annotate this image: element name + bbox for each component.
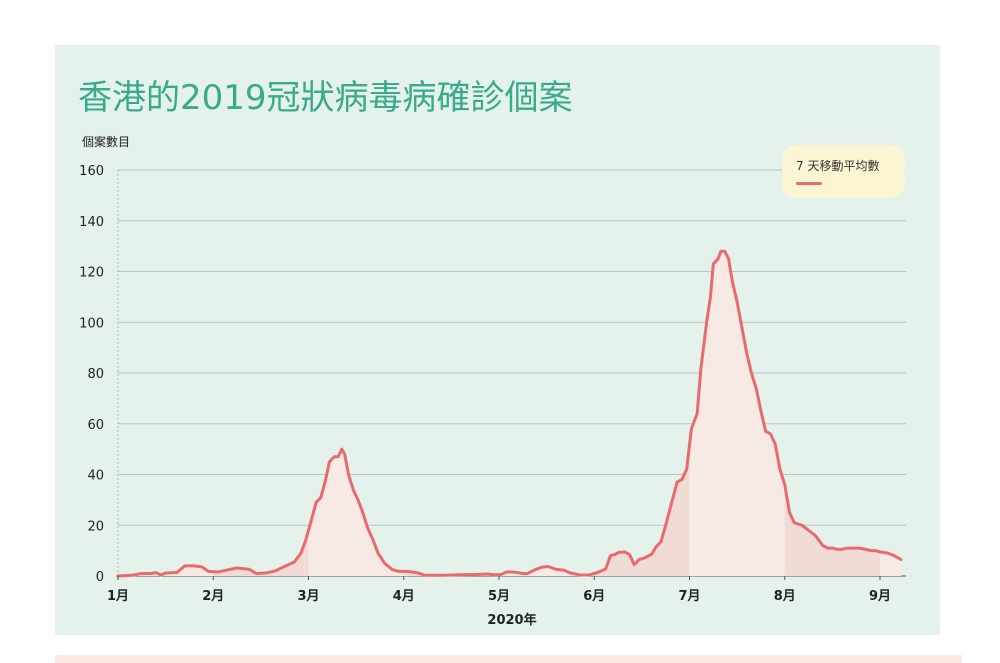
x-tick-label: 3月 [297, 589, 319, 604]
x-tick-label: 5月 [488, 589, 510, 604]
series-line-path [116, 249, 903, 578]
area-segment [689, 251, 785, 576]
y-tick-labels: 0 20 40 60 80 100 120 140 160 [79, 164, 104, 585]
area-fill [118, 251, 901, 576]
y-axis-label: 個案數目 [82, 134, 130, 149]
y-tick-label: 60 [87, 418, 104, 433]
area-segment [784, 484, 880, 576]
y-tick-label: 20 [87, 519, 104, 534]
x-tick-label: 6月 [583, 589, 605, 604]
legend-label: 7 天移動平均數 [796, 159, 880, 173]
chart-title: 香港的2019冠狀病毒病確診個案 [78, 78, 573, 118]
area-segment [308, 449, 404, 576]
grid-lines [117, 169, 906, 577]
x-tick-label: 8月 [774, 589, 796, 604]
x-tick-label: 4月 [393, 589, 415, 604]
x-tick-label: 1月 [107, 589, 129, 604]
x-tick-labels: 1月 2月 3月 4月 5月 6月 7月 8月 9月 [107, 576, 891, 604]
y-tick-label: 0 [96, 570, 104, 585]
x-axis-label: 2020年 [487, 612, 536, 628]
y-tick-label: 160 [79, 164, 104, 179]
y-tick-label: 40 [87, 469, 104, 484]
x-tick-label: 7月 [678, 589, 700, 604]
bottom-strip [55, 655, 962, 663]
x-tick-label: 9月 [869, 589, 891, 604]
y-tick-label: 80 [87, 367, 104, 382]
y-tick-label: 140 [79, 215, 104, 230]
y-tick-label: 120 [79, 266, 104, 281]
legend [782, 145, 905, 198]
legend-swatch [796, 182, 822, 185]
y-tick-label: 100 [79, 316, 104, 331]
series-line [116, 249, 903, 578]
area-segment [594, 445, 690, 576]
x-tick-label: 2月 [202, 589, 224, 604]
